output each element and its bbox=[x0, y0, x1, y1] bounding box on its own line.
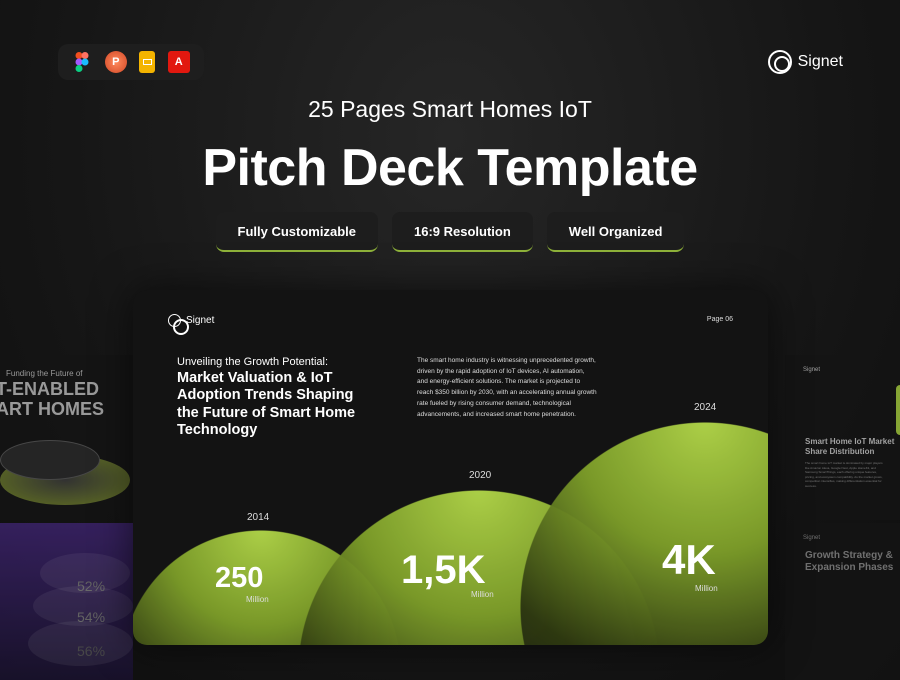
main-slide: Signet Page 06 Unveiling the Growth Pote… bbox=[133, 290, 768, 645]
unit-label: Million bbox=[471, 590, 494, 599]
acrobat-icon: A bbox=[167, 51, 190, 73]
unit-label: Million bbox=[695, 584, 718, 593]
page-number: Page 06 bbox=[706, 316, 733, 323]
left-preview-slide: Funding the Future of T-ENABLED ART HOME… bbox=[0, 355, 133, 520]
brand-logo: Signet bbox=[767, 50, 843, 74]
feature-pill: Fully Customizable bbox=[215, 212, 378, 252]
right-preview-slide: Signet Smart Home IoT Market Share Distr… bbox=[785, 355, 900, 520]
value-label: 1,5K bbox=[401, 548, 486, 592]
right-preview-slide-2: Signet Growth Strategy & Expansion Phase… bbox=[785, 523, 900, 680]
year-label: 2020 bbox=[469, 470, 492, 481]
signet-logo-icon bbox=[168, 314, 189, 335]
value-label: 4K bbox=[662, 536, 716, 583]
slide-brand: Signet bbox=[168, 314, 214, 335]
google-slides-icon bbox=[139, 51, 156, 73]
disc bbox=[40, 553, 130, 593]
disc bbox=[28, 621, 133, 666]
slide-kicker: Unveiling the Growth Potential: bbox=[177, 356, 329, 368]
disc bbox=[33, 586, 133, 626]
device-top bbox=[0, 440, 100, 480]
left-preview-slide-2: 52% 54% 56% bbox=[0, 523, 133, 680]
app-icons: P A bbox=[58, 44, 204, 80]
powerpoint-icon: P bbox=[104, 51, 127, 73]
feature-pill: 16:9 Resolution bbox=[392, 212, 533, 252]
page-title: Pitch Deck Template bbox=[202, 139, 698, 197]
value-label: 250 bbox=[215, 562, 264, 594]
slide-body: The smart home industry is witnessing un… bbox=[417, 357, 597, 418]
feature-pill: Well Organized bbox=[546, 212, 685, 252]
green-shape bbox=[896, 385, 900, 435]
year-label: 2014 bbox=[247, 512, 270, 523]
figma-icon bbox=[72, 51, 92, 73]
subtitle: 25 Pages Smart Homes IoT bbox=[308, 96, 592, 122]
bubble-2024 bbox=[520, 422, 768, 645]
year-label: 2024 bbox=[694, 402, 717, 413]
unit-label: Million bbox=[246, 595, 269, 604]
slide-heading: Market Valuation & IoT Adoption Trends S… bbox=[177, 370, 356, 439]
feature-pills: Fully Customizable 16:9 Resolution Well … bbox=[0, 212, 900, 252]
signet-logo-icon bbox=[767, 50, 792, 74]
